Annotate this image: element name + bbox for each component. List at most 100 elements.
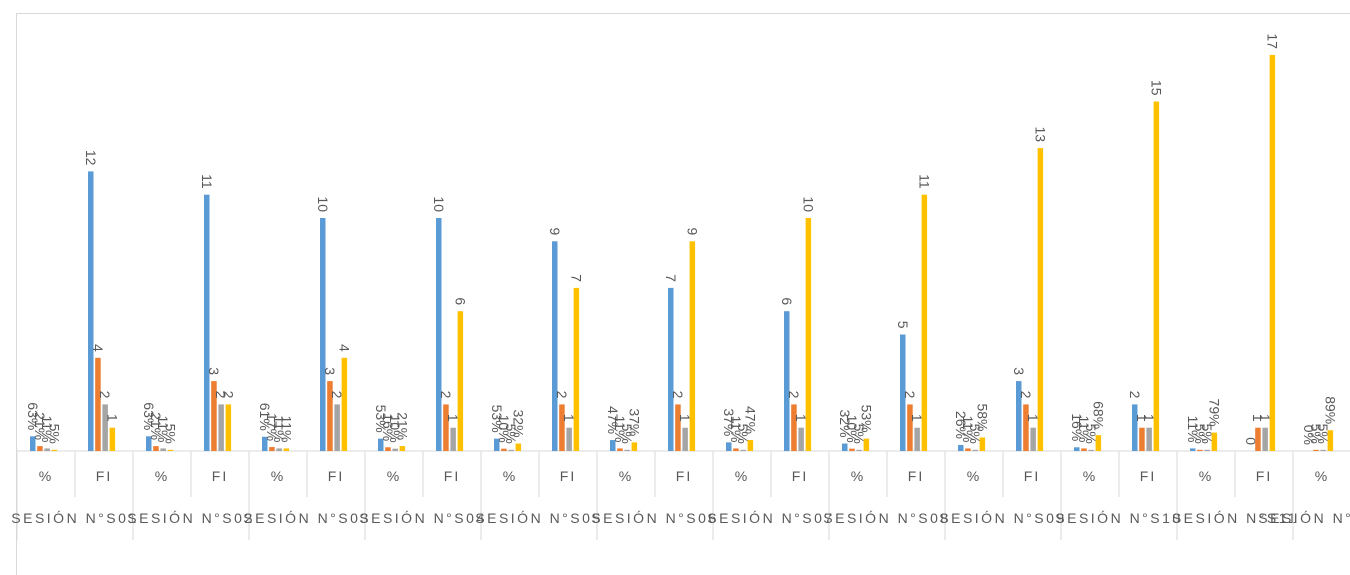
bar <box>30 436 36 451</box>
data-label: 16% <box>380 413 396 441</box>
data-label: 6 <box>779 297 795 305</box>
data-label: 5% <box>619 424 635 444</box>
data-label: 4 <box>90 344 106 352</box>
bar <box>436 218 442 451</box>
group-label: SESIÓN N°S08 <box>823 510 950 526</box>
data-label: 1 <box>909 414 925 422</box>
bar <box>1204 449 1210 451</box>
bar <box>1139 427 1145 451</box>
bar <box>747 440 754 451</box>
bar <box>1081 448 1087 451</box>
bar <box>378 438 384 451</box>
data-label: 1 <box>1141 414 1157 422</box>
bar <box>1262 427 1268 451</box>
data-label: 32% <box>837 410 853 438</box>
category-label: FI <box>792 468 808 484</box>
bar <box>921 194 928 451</box>
bar <box>37 446 43 451</box>
data-label: 11 <box>199 174 215 189</box>
data-label: 21% <box>32 412 48 440</box>
bar <box>1088 449 1094 451</box>
data-label: 21% <box>148 412 164 440</box>
data-label: 11% <box>155 415 171 442</box>
category-label: FI <box>444 468 460 484</box>
bar <box>320 218 326 451</box>
data-label: 5% <box>46 424 62 444</box>
category-label: FI <box>96 468 112 484</box>
category-label: % <box>503 468 517 484</box>
bar <box>153 446 159 451</box>
bar <box>907 404 913 451</box>
data-label: 3 <box>1011 367 1027 375</box>
group-label: SESIÓN N°S07 <box>707 510 834 526</box>
category-label: FI <box>328 468 344 484</box>
data-label: 53% <box>489 405 505 433</box>
data-label: 1 <box>1257 414 1273 422</box>
data-label: 21% <box>394 412 410 440</box>
bar <box>494 438 500 451</box>
category-label: % <box>387 468 401 484</box>
bar <box>740 449 746 451</box>
bar <box>624 449 630 451</box>
data-label: 2 <box>220 391 236 399</box>
category-label: % <box>1083 468 1097 484</box>
bar <box>1197 449 1203 451</box>
data-label: 10% <box>496 415 512 443</box>
category-label: % <box>1315 468 1329 484</box>
data-label: 5% <box>162 424 178 444</box>
data-label: 61% <box>257 403 273 431</box>
data-label: 11% <box>39 415 55 442</box>
data-label: 37% <box>721 408 737 436</box>
data-label: 89% <box>1322 396 1338 424</box>
bar <box>225 404 232 451</box>
bar <box>218 404 224 451</box>
data-label: 2 <box>670 391 686 399</box>
bar <box>914 427 920 451</box>
group-label: SESIÓN N°S12 <box>1258 510 1350 526</box>
data-label: 68% <box>1090 401 1106 429</box>
data-label: 2 <box>438 391 454 399</box>
category-label: FI <box>676 468 692 484</box>
data-label: 10% <box>844 415 860 443</box>
bar <box>617 448 623 451</box>
bar <box>450 427 456 451</box>
data-label: 53% <box>858 405 874 433</box>
bar <box>457 311 464 451</box>
group-label: SESIÓN N°S02 <box>127 510 254 526</box>
bar <box>327 381 333 451</box>
data-label: 2 <box>213 391 229 399</box>
group-label: SESIÓN N°S11 <box>1172 510 1298 526</box>
category-label: FI <box>1256 468 1272 484</box>
bar <box>262 436 268 451</box>
bar <box>965 448 971 451</box>
bar <box>204 194 210 451</box>
bar <box>160 448 166 451</box>
bar <box>784 311 790 451</box>
data-label: 26% <box>953 411 969 439</box>
data-label: 3 <box>206 367 222 375</box>
data-label: 1 <box>677 414 693 422</box>
bar <box>109 427 116 451</box>
bar <box>1030 427 1036 451</box>
bar <box>566 427 572 451</box>
bar <box>1320 449 1326 451</box>
bar <box>972 449 978 451</box>
bar <box>682 427 688 451</box>
data-label: 13 <box>1032 127 1048 143</box>
category-label: % <box>851 468 865 484</box>
data-label: 11% <box>278 415 294 442</box>
bar <box>501 448 507 451</box>
category-label: % <box>1199 468 1213 484</box>
data-label: 11% <box>960 415 976 442</box>
data-label: 5% <box>967 424 983 444</box>
data-label: 58% <box>974 403 990 431</box>
bar <box>146 436 152 451</box>
category-label: % <box>735 468 749 484</box>
group-label: SESIÓN N°S04 <box>359 510 486 526</box>
bar <box>610 440 616 451</box>
group-label: SESIÓN N°S03 <box>243 510 370 526</box>
data-label: 5% <box>1308 424 1324 444</box>
bar <box>1023 404 1029 451</box>
bar <box>1095 435 1102 451</box>
data-label: 10 <box>800 196 816 212</box>
